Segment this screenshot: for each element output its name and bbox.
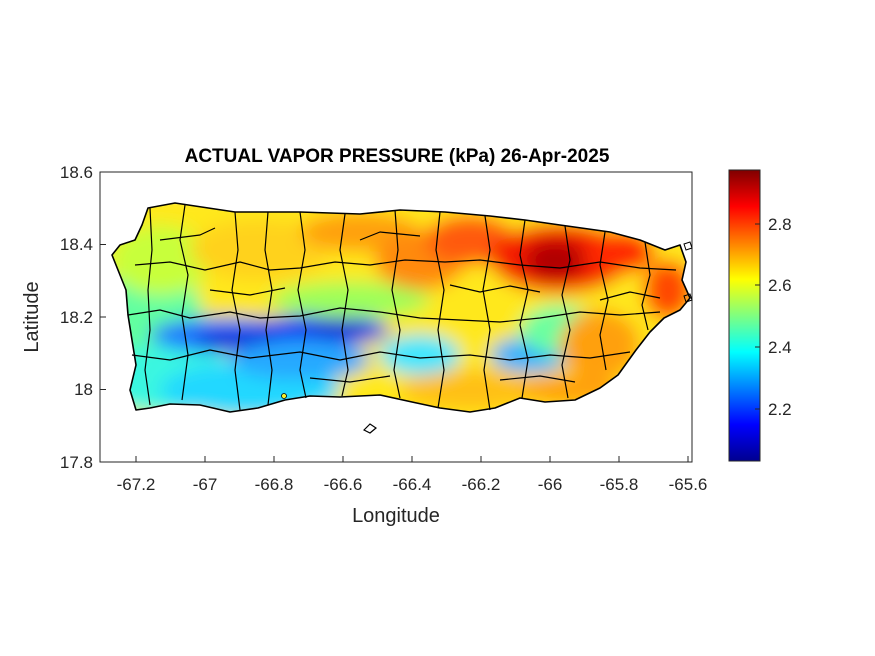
x-axis: -67.2 -67 -66.8 -66.6 -66.4 -66.2 -66 -6…	[117, 456, 708, 494]
x-axis-label: Longitude	[352, 505, 440, 527]
islet-south	[281, 393, 287, 399]
y-tick-label: 18.4	[60, 235, 93, 254]
colorbar-tick-label: 2.6	[768, 276, 792, 295]
island-outline	[111, 202, 691, 413]
x-tick-label: -66.2	[462, 475, 501, 494]
colorbar: 2.8 2.6 2.4 2.2	[728, 169, 792, 462]
x-tick-label: -65.6	[669, 475, 708, 494]
x-tick-label: -67.2	[117, 475, 156, 494]
islet-northeast	[683, 241, 693, 251]
y-axis: 18.6 18.4 18.2 18 17.8	[60, 163, 106, 472]
y-tick-label: 17.8	[60, 453, 93, 472]
y-tick-label: 18	[74, 380, 93, 399]
x-tick-label: -66	[538, 475, 563, 494]
vapor-pressure-field	[112, 203, 690, 412]
plot-title: ACTUAL VAPOR PRESSURE (kPa) 26-Apr-2025	[185, 146, 610, 167]
colorbar-tick-label: 2.8	[768, 215, 792, 234]
x-tick-label: -66.4	[393, 475, 432, 494]
islet-caja-de-muertos	[362, 423, 378, 434]
x-tick-label: -65.8	[600, 475, 639, 494]
colorbar-tick-label: 2.4	[768, 338, 792, 357]
y-axis-label: Latitude	[21, 281, 43, 352]
x-tick-label: -66.6	[324, 475, 363, 494]
x-tick-label: -66.8	[255, 475, 294, 494]
municipality-boundaries	[127, 204, 677, 411]
colorbar-gradient	[728, 169, 761, 462]
y-tick-label: 18.2	[60, 308, 93, 327]
y-tick-label: 18.6	[60, 163, 93, 182]
x-tick-label: -67	[193, 475, 218, 494]
colorbar-tick-label: 2.2	[768, 400, 792, 419]
islet-east	[683, 293, 693, 303]
